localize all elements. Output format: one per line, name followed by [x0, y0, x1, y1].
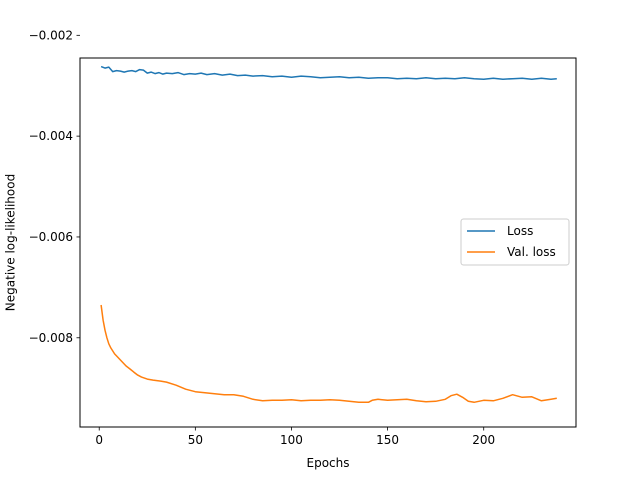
y-tick-label: −0.004 [29, 129, 73, 143]
legend: Loss Val. loss [460, 218, 570, 266]
y-axis: −0.002 −0.004 −0.006 −0.008 [29, 28, 80, 345]
series-line-0 [100, 65, 557, 80]
plot-frame [79, 57, 577, 428]
x-tick-label: 150 [376, 433, 399, 447]
x-axis-label: Epochs [307, 456, 350, 470]
y-tick-label: −0.002 [29, 28, 73, 42]
series-layer [100, 65, 557, 404]
x-tick-label: 50 [188, 433, 203, 447]
y-tick-label: −0.006 [29, 230, 73, 244]
x-tick-label: 0 [95, 433, 103, 447]
y-axis-label: Negative log-likelihood [4, 174, 18, 311]
series-line-1 [100, 304, 557, 404]
x-tick-label: 100 [280, 433, 303, 447]
x-axis: 0 50 100 150 200 [95, 427, 495, 447]
y-tick-label: −0.008 [29, 331, 73, 345]
legend-label-0: Loss [507, 224, 533, 238]
legend-label-1: Val. loss [507, 245, 556, 259]
x-tick-label: 200 [472, 433, 495, 447]
